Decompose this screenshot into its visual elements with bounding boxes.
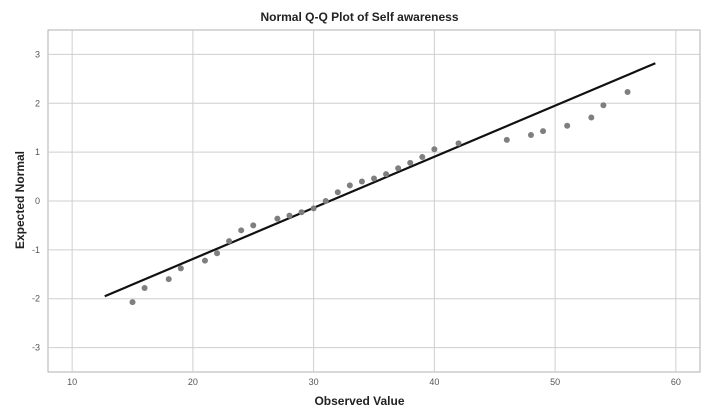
y-tick-label: -1 bbox=[32, 245, 40, 255]
data-point bbox=[455, 140, 462, 147]
data-point bbox=[431, 146, 438, 153]
data-point bbox=[371, 175, 377, 182]
y-axis-label: Expected Normal bbox=[13, 150, 27, 250]
reference-line bbox=[104, 62, 656, 298]
y-tick-label: -3 bbox=[32, 343, 40, 353]
data-point bbox=[383, 171, 390, 178]
x-tick-label: 60 bbox=[671, 377, 681, 387]
data-point bbox=[250, 222, 257, 229]
data-point bbox=[214, 250, 221, 257]
data-point bbox=[201, 257, 208, 264]
x-axis-label: Observed Value bbox=[314, 394, 405, 408]
x-tick-label: 20 bbox=[188, 377, 198, 387]
data-point bbox=[238, 227, 245, 234]
data-point bbox=[600, 102, 607, 109]
data-point bbox=[346, 182, 353, 189]
data-point bbox=[310, 205, 317, 212]
data-point bbox=[226, 238, 233, 245]
data-point bbox=[358, 178, 365, 185]
data-point bbox=[141, 284, 148, 291]
data-point bbox=[129, 299, 136, 306]
y-tick-label: 0 bbox=[35, 196, 40, 206]
data-point bbox=[419, 154, 426, 161]
chart-title: Normal Q-Q Plot of Self awareness bbox=[260, 10, 459, 24]
data-point bbox=[165, 276, 172, 283]
data-point bbox=[177, 265, 184, 272]
data-point bbox=[540, 128, 547, 135]
data-point bbox=[334, 189, 341, 196]
data-point bbox=[298, 209, 305, 216]
x-tick-label: 50 bbox=[550, 377, 560, 387]
x-tick-label: 10 bbox=[67, 377, 77, 387]
x-tick-label: 40 bbox=[429, 377, 439, 387]
y-tick-label: 3 bbox=[35, 49, 40, 59]
data-point bbox=[588, 114, 595, 121]
data-point bbox=[624, 89, 631, 96]
data-point bbox=[564, 122, 571, 129]
x-tick-label: 30 bbox=[309, 377, 319, 387]
data-point bbox=[286, 212, 293, 219]
y-tick-label: 1 bbox=[35, 147, 40, 157]
data-point bbox=[395, 165, 402, 172]
data-point bbox=[407, 159, 414, 166]
data-point bbox=[274, 215, 281, 222]
data-point bbox=[322, 198, 329, 204]
y-tick-label: -2 bbox=[32, 294, 40, 304]
data-point bbox=[527, 132, 534, 139]
y-tick-label: 2 bbox=[35, 98, 40, 108]
data-point bbox=[503, 136, 510, 143]
